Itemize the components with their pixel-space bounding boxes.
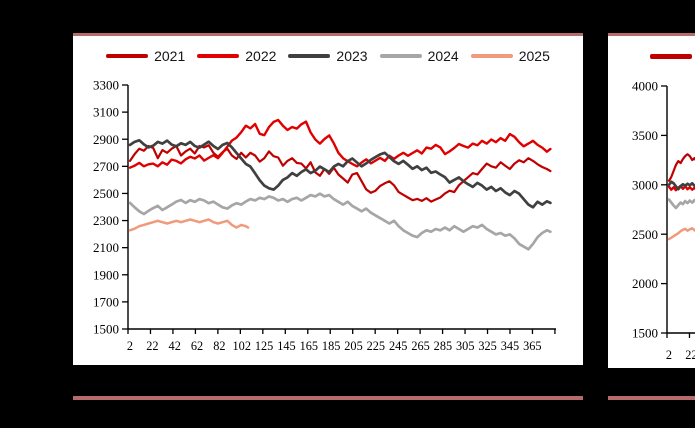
x-tick-label: 82: [213, 339, 225, 353]
legend-item-2024: 2024: [379, 48, 459, 64]
y-tick-label: 3500: [632, 128, 658, 143]
series-2025-line: [128, 218, 250, 232]
legend-swatch-2023: [288, 54, 331, 58]
legend-label: 2022: [245, 48, 277, 64]
legend-swatch-2024: [379, 54, 422, 58]
x-tick-label: 325: [478, 339, 496, 353]
bottom-border-line-right: [608, 396, 695, 400]
bottom-border-line-left: [73, 396, 583, 400]
legend-label: 2023: [336, 48, 368, 64]
y-tick-label: 3100: [93, 105, 119, 120]
left-chart-panel: 2021 2022 2023 2024 2025 3300 3100 2900 2700 250…: [73, 36, 583, 365]
legend-swatch-2025: [470, 54, 513, 58]
x-tick-label: 165: [300, 339, 318, 353]
legend-swatch-2021: [650, 53, 692, 59]
x-tick-label: 245: [389, 339, 407, 353]
y-tick-label: 2100: [93, 240, 119, 255]
series-2021-line: [667, 153, 695, 182]
y-tick-label: 1500: [93, 322, 119, 337]
x-tick-label: 225: [367, 339, 385, 353]
x-tick-label: 42: [169, 339, 181, 353]
left-chart-plot: 3300 3100 2900 2700 2500 2300 2100 1900 1700 1500…: [93, 78, 556, 353]
top-border-line-left: [73, 33, 583, 36]
legend-swatch-2021: [106, 54, 149, 58]
y-tick-label: 2900: [93, 132, 119, 147]
x-tick-label: 345: [501, 339, 519, 353]
series-2024-line: [128, 192, 552, 251]
x-tick-label: 22: [146, 339, 158, 353]
x-tick-label: 285: [434, 339, 452, 353]
y-tick-label: 1500: [632, 326, 658, 341]
y-tick-label: 4000: [632, 79, 658, 94]
series-2023-line: [667, 180, 695, 191]
x-tick-label: 365: [523, 339, 541, 353]
legend-item-2021: 2021: [650, 48, 695, 64]
legend-item-2021: 2021: [106, 48, 185, 64]
legend-swatch-2022: [197, 54, 240, 58]
x-tick-label: 2: [666, 348, 672, 362]
y-tick-label: 2300: [93, 213, 119, 228]
y-tick-label: 1900: [93, 267, 119, 282]
x-tick-label: 62: [191, 339, 203, 353]
legend-item-2023: 2023: [288, 48, 368, 64]
series-2024-line: [667, 198, 695, 210]
x-tick-label: 102: [233, 339, 251, 353]
x-tick-label: 265: [411, 339, 429, 353]
y-tick-label: 3000: [632, 177, 658, 192]
y-tick-label: 2700: [93, 159, 119, 174]
y-tick-label: 2500: [632, 227, 658, 242]
legend-item-2022: 2022: [197, 48, 276, 64]
series-2025-line: [667, 227, 695, 241]
x-tick-label: 22: [685, 348, 695, 362]
x-tick-label: 145: [277, 339, 295, 353]
x-tick-label: 305: [456, 339, 474, 353]
y-tick-label: 3300: [93, 78, 119, 93]
left-chart-legend: 2021 2022 2023 2024 2025: [73, 48, 583, 64]
series-2022-line: [128, 118, 552, 169]
x-tick-label: 185: [322, 339, 340, 353]
series-2022-line: [667, 184, 695, 192]
legend-label: 2021: [154, 48, 186, 64]
legend-label: 2025: [518, 48, 550, 64]
y-tick-label: 1700: [93, 294, 119, 309]
legend-label: 2024: [427, 48, 459, 64]
top-border-line-right: [608, 33, 695, 36]
y-tick-label: 2000: [632, 276, 658, 291]
x-tick-label: 205: [344, 339, 362, 353]
x-tick-label: 2: [127, 339, 133, 353]
x-tick-label: 125: [255, 339, 273, 353]
legend-item-2025: 2025: [470, 48, 550, 64]
series-2023-line: [128, 138, 552, 209]
y-tick-label: 2500: [93, 186, 119, 201]
